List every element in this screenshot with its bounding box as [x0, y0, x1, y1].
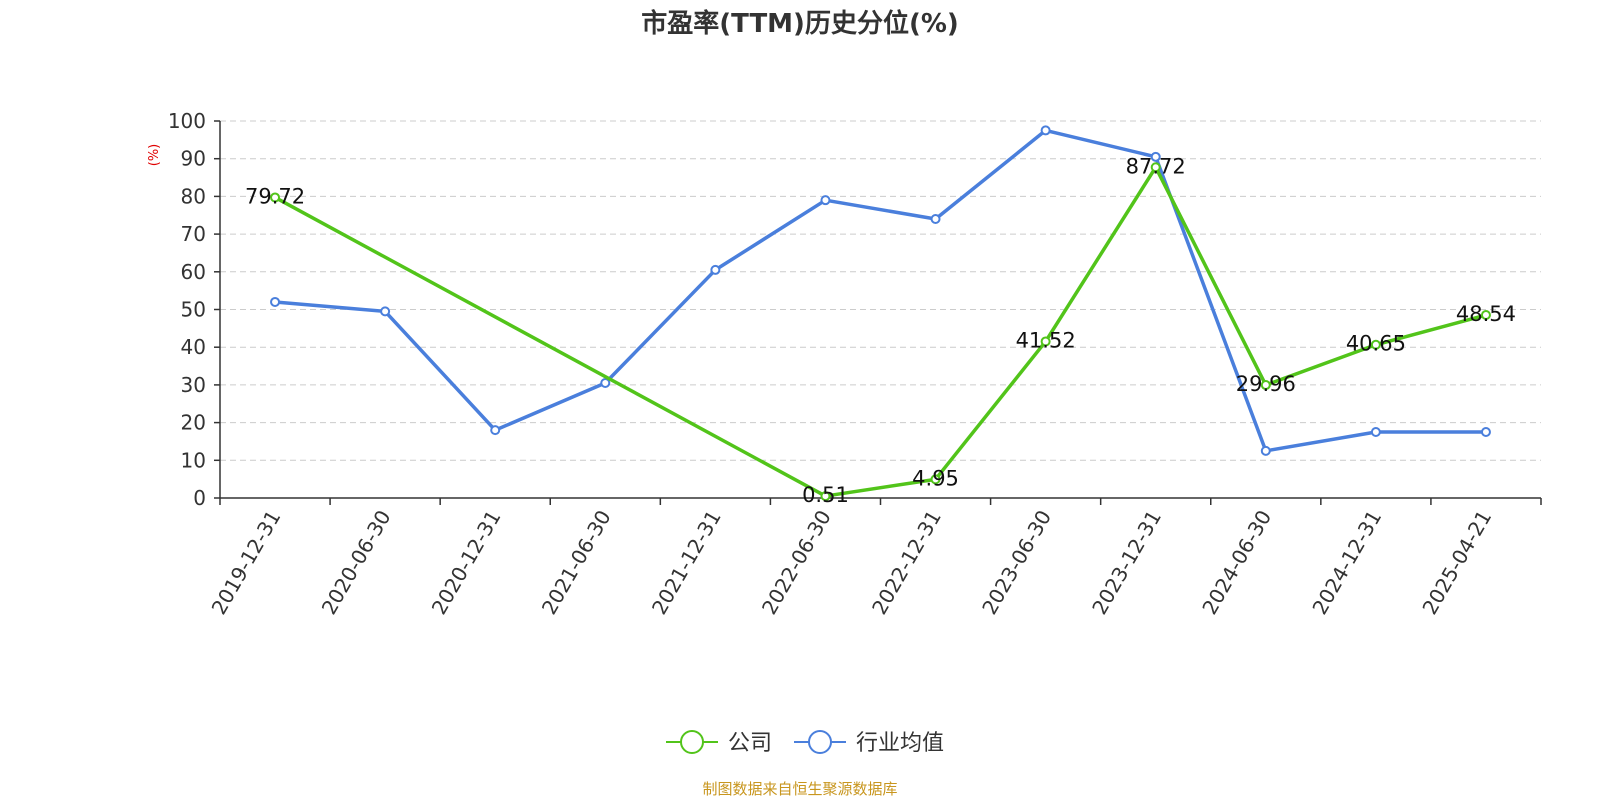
x-tick-label: 2023-12-31: [1087, 506, 1166, 619]
x-tick-label: 2020-12-31: [427, 506, 506, 619]
x-tick-label: 2022-06-30: [757, 506, 836, 619]
axes: 0 10 20 30 40 50 60 70 80 90 100 2019-12-31 2020-06-…: [168, 109, 1542, 619]
data-point[interactable]: [270, 192, 281, 203]
x-tick-label: 2024-06-30: [1197, 506, 1276, 619]
y-tick-label: 20: [181, 411, 206, 435]
data-point[interactable]: [490, 425, 501, 436]
y-tick-label: 0: [193, 486, 206, 510]
data-point[interactable]: [820, 195, 831, 206]
source-credit: 制图数据来自恒生聚源数据库: [702, 780, 897, 798]
data-point[interactable]: [1040, 336, 1051, 347]
legend-label: 公司: [728, 731, 772, 756]
y-tick-label: 10: [181, 448, 206, 472]
legend[interactable]: 公司 行业均值: [666, 730, 944, 756]
grid-lines: [220, 120, 1541, 461]
y-tick-label: 70: [181, 222, 206, 246]
data-point[interactable]: [1480, 427, 1491, 438]
data-point[interactable]: [1480, 310, 1491, 321]
data-point[interactable]: [820, 491, 831, 502]
data-point[interactable]: [600, 378, 611, 389]
series-line-1: [274, 128, 1486, 453]
y-tick-label: 40: [181, 335, 206, 359]
y-tick-label: 90: [181, 147, 206, 171]
data-label: 48.54: [1456, 302, 1516, 326]
data-point[interactable]: [1370, 339, 1381, 350]
legend-item-0[interactable]: 公司: [666, 730, 772, 756]
chart-title: 市盈率(TTM)历史分位(%): [641, 8, 959, 39]
data-label: 0.51: [802, 483, 849, 507]
data-point[interactable]: [710, 264, 721, 275]
data-label: 40.65: [1346, 332, 1406, 356]
data-point[interactable]: [270, 296, 281, 307]
y-tick-label: 60: [181, 260, 206, 284]
data-label: 29.96: [1236, 372, 1296, 396]
data-point[interactable]: [1150, 162, 1161, 173]
x-tick-label: 2023-06-30: [977, 506, 1056, 619]
x-tick-label: 2021-06-30: [537, 506, 616, 619]
data-point[interactable]: [1150, 151, 1161, 162]
x-tick-label: 2019-12-31: [207, 506, 286, 619]
data-point[interactable]: [1260, 380, 1271, 391]
series-line-0: [274, 165, 1487, 498]
x-tick-label: 2022-12-31: [867, 506, 946, 619]
data-point[interactable]: [930, 474, 941, 485]
data-point[interactable]: [930, 214, 941, 225]
legend-marker-icon: [808, 730, 832, 754]
data-point[interactable]: [1370, 427, 1381, 438]
data-label: 41.52: [1016, 328, 1076, 352]
x-tick-label: 2025-04-21: [1417, 506, 1496, 619]
legend-item-1[interactable]: 行业均值: [794, 730, 944, 756]
data-point[interactable]: [1260, 445, 1271, 456]
data-label: 79.72: [245, 184, 305, 208]
y-tick-label: 80: [181, 184, 206, 208]
data-point[interactable]: [1040, 125, 1051, 136]
x-tick-label: 2021-12-31: [647, 506, 726, 619]
legend-marker-icon: [680, 730, 704, 754]
data-point[interactable]: [380, 306, 391, 317]
data-labels: 79.72 0.51 4.95 41.52 87.72 29.96 40.65 48.54: [245, 154, 1516, 507]
y-tick-label: 50: [181, 298, 206, 322]
x-tick-label: 2024-12-31: [1307, 506, 1386, 619]
legend-label: 行业均值: [856, 731, 944, 756]
y-axis-label: (%): [147, 144, 162, 167]
data-label: 4.95: [912, 466, 959, 490]
y-tick-label: 30: [181, 373, 206, 397]
data-label: 87.72: [1126, 154, 1186, 178]
x-tick-label: 2020-06-30: [317, 506, 396, 619]
series: [270, 125, 1491, 502]
y-tick-label: 100: [168, 109, 206, 133]
